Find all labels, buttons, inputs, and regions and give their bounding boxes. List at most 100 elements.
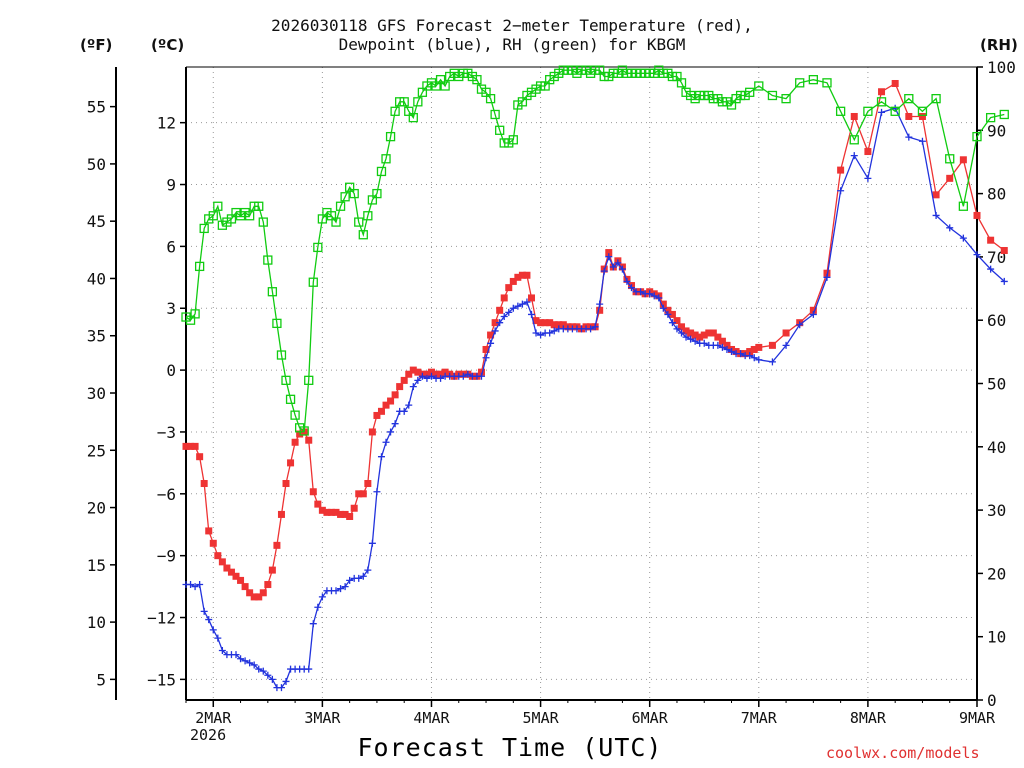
dewpoint-series (182, 104, 1008, 692)
temperature-point (837, 166, 845, 174)
temperature-point (209, 539, 217, 547)
temperature-point (550, 321, 558, 329)
dewpoint-point (218, 647, 226, 655)
temperature-point (959, 156, 967, 164)
temperature-point (714, 333, 722, 341)
temperature-point (373, 411, 381, 419)
dewpoint-point (309, 620, 317, 628)
rh-tick-label: 80 (987, 185, 1006, 204)
dewpoint-point (637, 288, 645, 296)
dewpoint-point (687, 335, 695, 343)
rh-point (263, 255, 273, 265)
rh-point (890, 106, 900, 116)
rh-point (808, 75, 818, 85)
celsius-tick-label: 9 (166, 176, 176, 195)
temperature-point (746, 348, 754, 356)
rh-point (490, 109, 500, 120)
dewpoint-point (864, 174, 872, 182)
dewpoint-point (673, 325, 681, 333)
temperature-point (537, 319, 545, 327)
celsius-tick-label: −3 (157, 423, 176, 442)
dewpoint-point (359, 572, 367, 580)
rh-unit-label: (RH) (980, 36, 1018, 54)
temperature-point (400, 376, 408, 384)
dewpoint-point (355, 574, 363, 582)
rh-point (745, 87, 755, 97)
dewpoint-point (809, 310, 817, 318)
dewpoint-point (782, 341, 790, 349)
dewpoint-point (1000, 277, 1008, 285)
temperature-point (232, 572, 240, 580)
rh-point (254, 201, 264, 211)
rh-point (972, 131, 982, 142)
dewpoint-point (364, 566, 372, 574)
temperature-point (682, 327, 690, 335)
rh-point (495, 125, 505, 135)
rh-tick-label: 50 (987, 375, 1006, 394)
rh-point (194, 261, 205, 272)
rh-tick-label: 30 (987, 501, 1006, 520)
temperature-point (259, 589, 267, 597)
dewpoint-point (550, 327, 558, 335)
temperature-point (364, 480, 372, 488)
rh-point (485, 94, 496, 104)
fahrenheit-tick-label: 45 (87, 212, 106, 231)
rh-point (917, 106, 928, 116)
dewpoint-point (264, 671, 272, 679)
dewpoint-point (205, 616, 213, 624)
dewpoint-point (646, 290, 654, 298)
temperature-point (718, 337, 726, 345)
rh-tick-label: 100 (987, 58, 1016, 77)
rh-point (795, 78, 805, 88)
temperature-point (405, 370, 413, 378)
dewpoint-point (496, 319, 504, 327)
rh-point (385, 131, 396, 142)
temperature-point (705, 329, 713, 337)
x-axis-title: Forecast Time (UTC) (357, 733, 663, 762)
dewpoint-point (314, 603, 322, 611)
temperature-point (723, 341, 731, 349)
rh-point (199, 223, 209, 234)
temperature-point (987, 236, 995, 244)
temperature-point (496, 306, 504, 314)
temperature-point (678, 323, 686, 331)
rh-point (354, 217, 364, 227)
temperature-point (305, 436, 313, 444)
temperature-point (946, 174, 954, 182)
temperature-point (555, 321, 563, 329)
temperature-point (291, 438, 299, 446)
fahrenheit-tick-label: 55 (87, 98, 106, 117)
dewpoint-point (682, 333, 690, 341)
dewpoint-point (678, 329, 686, 337)
dewpoint-point (946, 224, 954, 232)
temperature-point (282, 480, 290, 488)
dewpoint-point (878, 108, 886, 116)
dewpoint-point (232, 651, 240, 659)
temperature-point (437, 370, 445, 378)
dewpoint-point (187, 581, 195, 589)
axes (115, 66, 978, 701)
dewpoint-point (487, 339, 495, 347)
temperature-point (332, 508, 340, 516)
dewpoint-point (341, 583, 349, 591)
dewpoint-point (391, 420, 399, 428)
dewpoint-point (237, 655, 245, 663)
dewpoint-point (337, 585, 345, 593)
dewpoint-point (523, 298, 531, 306)
dewpoint-point (491, 327, 499, 335)
temperature-point (205, 527, 213, 535)
rh-point (267, 287, 278, 297)
temperature-point (346, 512, 354, 520)
rh-point (676, 78, 687, 88)
rh-point (863, 106, 873, 116)
temperature-point (323, 508, 331, 516)
temperature-line (186, 82, 1005, 598)
credit-link[interactable]: coolwx.com/models (826, 744, 980, 762)
dewpoint-point (537, 331, 545, 339)
dewpoint-point (932, 211, 940, 219)
temperature-point (368, 428, 376, 436)
temperature-point (546, 319, 554, 327)
rh-point (413, 97, 423, 107)
chart-title-line1: 2026030118 GFS Forecast 2−meter Temperat… (271, 16, 753, 35)
temperature-point (214, 552, 222, 560)
